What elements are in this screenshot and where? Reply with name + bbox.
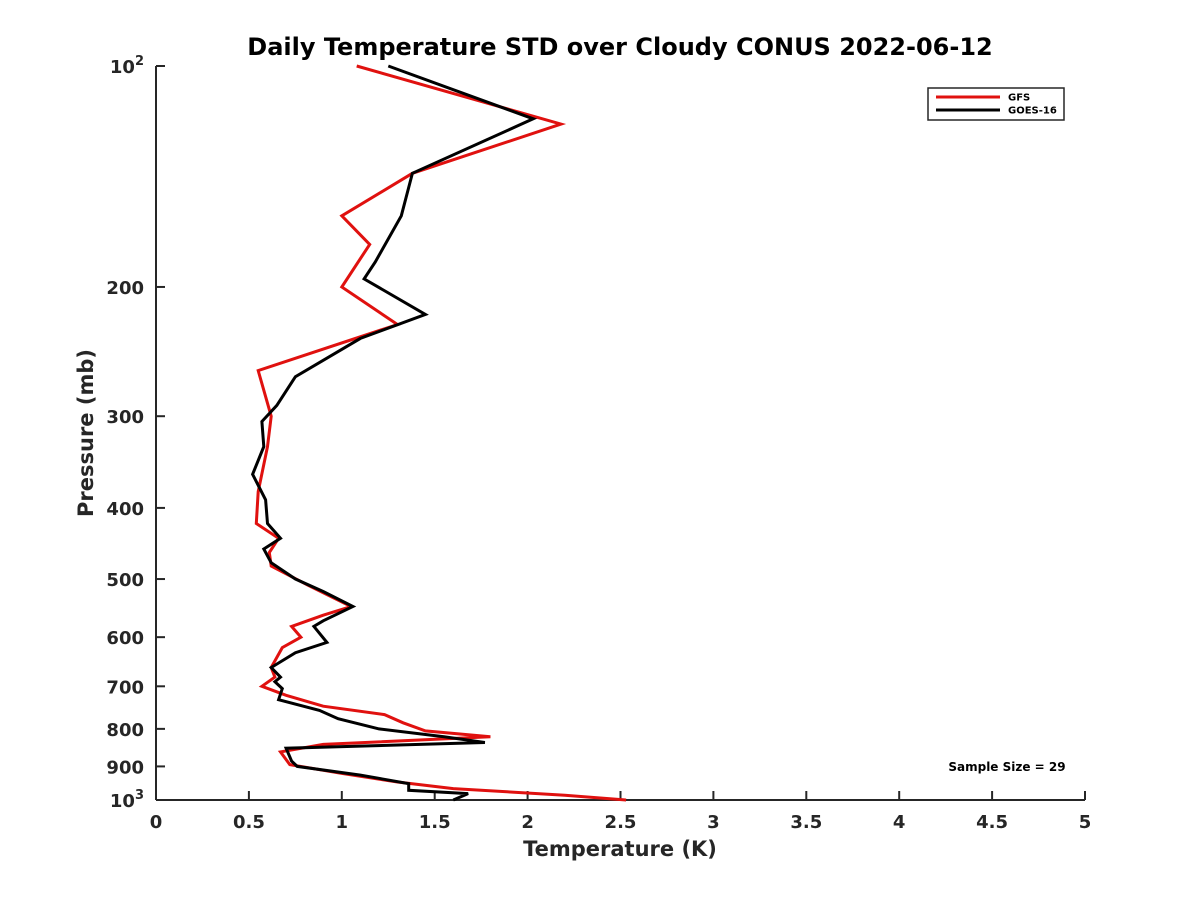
y-tick-label: 500 [106,570,144,591]
x-tick-label: 1.5 [419,812,451,833]
sample-size-annotation: Sample Size = 29 [948,760,1065,774]
y-tick-label: 800 [106,720,144,741]
series-layer [250,64,627,802]
x-tick-label: 1 [336,812,349,833]
axes: 0 0.5 1 1.5 2 2.5 3 3.5 4 4.5 5 102 200 300 400 500 600 7… [106,54,1091,833]
y-tick-label: 900 [106,757,144,778]
legend-label: GOES-16 [1008,106,1057,117]
legend-box [927,87,1065,121]
x-tick-label: 3.5 [790,812,822,833]
legend-label: GFS [1008,93,1030,104]
x-tick-label: 5 [1079,812,1092,833]
x-tick-label: 2 [521,812,534,833]
x-tick-label: 2.5 [605,812,637,833]
x-tick-label: 0.5 [233,812,265,833]
series-line-gfs [254,64,627,802]
y-tick-label: 600 [106,628,144,649]
y-tick-label: 700 [106,677,144,698]
y-tick-label: 102 [110,54,144,78]
y-tick-label: 103 [110,788,144,812]
y-tick-label: 200 [106,278,144,299]
x-axis-title: Temperature (K) [523,837,717,861]
chart-title: Daily Temperature STD over Cloudy CONUS … [247,33,992,61]
x-tick-label: 4.5 [976,812,1008,833]
x-tick-label: 3 [707,812,720,833]
y-axis-title: Pressure (mb) [74,349,98,517]
series-line-goes-16 [250,64,538,802]
x-tick-label: 4 [893,812,906,833]
y-tick-label: 300 [106,407,144,428]
y-tick-label: 400 [106,499,144,520]
legend: GFS GOES-16 [927,87,1065,121]
x-tick-label: 0 [150,812,163,833]
